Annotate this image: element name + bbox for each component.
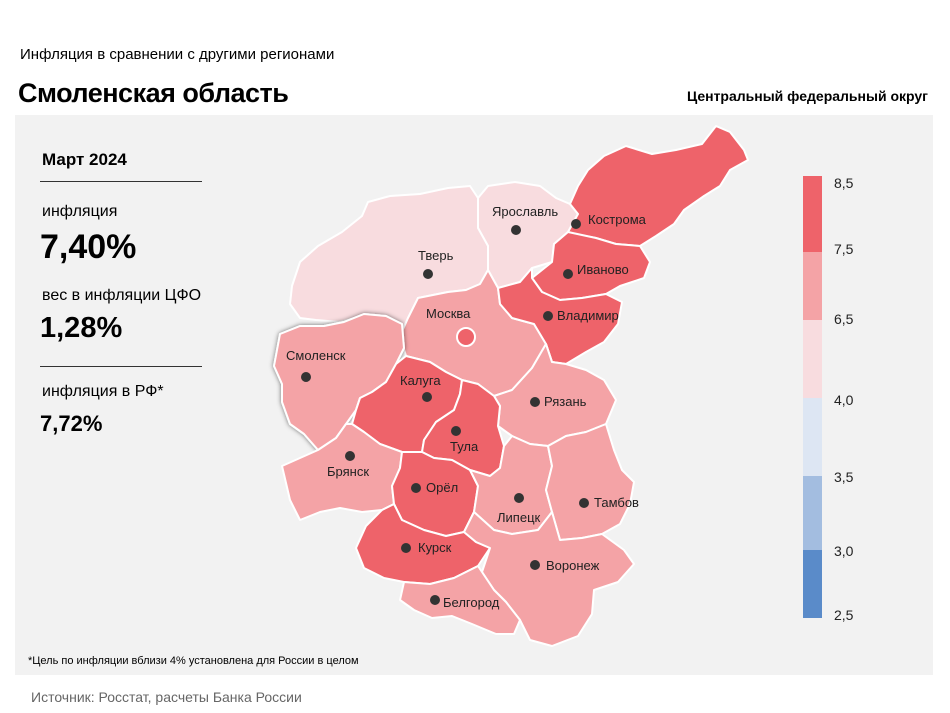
city-dot-smolensk (301, 372, 311, 382)
city-label-smolensk: Смоленск (286, 348, 346, 363)
city-dot-vladimir (543, 311, 553, 321)
legend-tick: 4,0 (834, 392, 854, 408)
inflation-value: 7,40% (40, 228, 137, 266)
city-label-kaluga: Калуга (400, 373, 441, 388)
city-label-ryazan: Рязань (544, 394, 587, 409)
city-label-kostroma: Кострома (588, 212, 647, 227)
city-dot-kostroma (571, 219, 581, 229)
legend-band (803, 550, 822, 618)
city-dot-tambov (579, 498, 589, 508)
region-kostroma[interactable] (567, 125, 749, 247)
divider (40, 366, 202, 367)
region-vladimir[interactable] (497, 267, 623, 365)
divider (40, 181, 202, 182)
legend-band (803, 320, 822, 398)
footnote: *Цель по инфляции вблизи 4% установлена … (28, 655, 359, 667)
city-label-tula: Тула (450, 439, 479, 454)
city-label-tver: Тверь (418, 248, 454, 263)
city-label-tambov: Тамбов (594, 495, 639, 510)
city-dot-tula (451, 426, 461, 436)
city-dot-kaluga (422, 392, 432, 402)
region-belgorod[interactable] (399, 565, 521, 635)
city-dot-voronezh (530, 560, 540, 570)
weight-label: вес в инфляции ЦФО (42, 287, 202, 304)
weight-value: 1,28% (40, 312, 123, 344)
city-dot-ryazan (530, 397, 540, 407)
city-dot-belgorod (430, 595, 440, 605)
page-title: Смоленская область (18, 78, 289, 108)
legend-tick: 6,5 (834, 311, 854, 327)
city-label-yaroslavl: Ярославль (492, 204, 558, 219)
legend-band (803, 398, 822, 476)
period-label: Март 2024 (42, 150, 127, 169)
inflation-label: инфляция (42, 203, 118, 220)
city-markers (301, 219, 589, 605)
color-legend: 8,5 7,5 6,5 4,0 3,5 3,0 2,5 (803, 175, 854, 623)
city-label-bryansk: Брянск (327, 464, 369, 479)
city-label-kursk: Курск (418, 540, 452, 555)
legend-tick: 2,5 (834, 607, 854, 623)
rf-inflation-label: инфляция в РФ* (42, 383, 164, 400)
city-label-ivanovo: Иваново (577, 262, 629, 277)
city-dot-moscow (456, 327, 476, 347)
legend-tick: 3,5 (834, 469, 854, 485)
legend-band (803, 476, 822, 550)
city-label-voronezh: Воронеж (546, 558, 600, 573)
city-dot-tver (423, 269, 433, 279)
legend-band (803, 176, 822, 252)
city-label-oryol: Орёл (426, 480, 458, 495)
region-voronezh[interactable] (463, 511, 635, 647)
city-dot-bryansk (345, 451, 355, 461)
legend-band (803, 252, 822, 320)
legend-tick: 3,0 (834, 543, 854, 559)
city-label-belgorod: Белгород (443, 595, 500, 610)
region-tambov[interactable] (545, 423, 635, 541)
source-note: Источник: Росстат, расчеты Банка России (31, 689, 302, 705)
legend-tick: 8,5 (834, 175, 854, 191)
city-label-lipetsk: Липецк (497, 510, 541, 525)
city-dot-oryol (411, 483, 421, 493)
city-dot-yaroslavl (511, 225, 521, 235)
city-label-moscow: Москва (426, 306, 471, 321)
city-dot-ivanovo (563, 269, 573, 279)
city-label-vladimir: Владимир (557, 308, 619, 323)
region-ryazan[interactable] (493, 343, 617, 447)
city-dot-lipetsk (514, 493, 524, 503)
subtitle: Инфляция в сравнении с другими регионами (20, 46, 335, 63)
district-label: Центральный федеральный округ (686, 88, 928, 104)
city-dot-kursk (401, 543, 411, 553)
legend-tick: 7,5 (834, 241, 854, 257)
city-labels: Ярославль Кострома Тверь Иваново Москва … (286, 204, 647, 610)
rf-inflation-value: 7,72% (40, 411, 103, 436)
